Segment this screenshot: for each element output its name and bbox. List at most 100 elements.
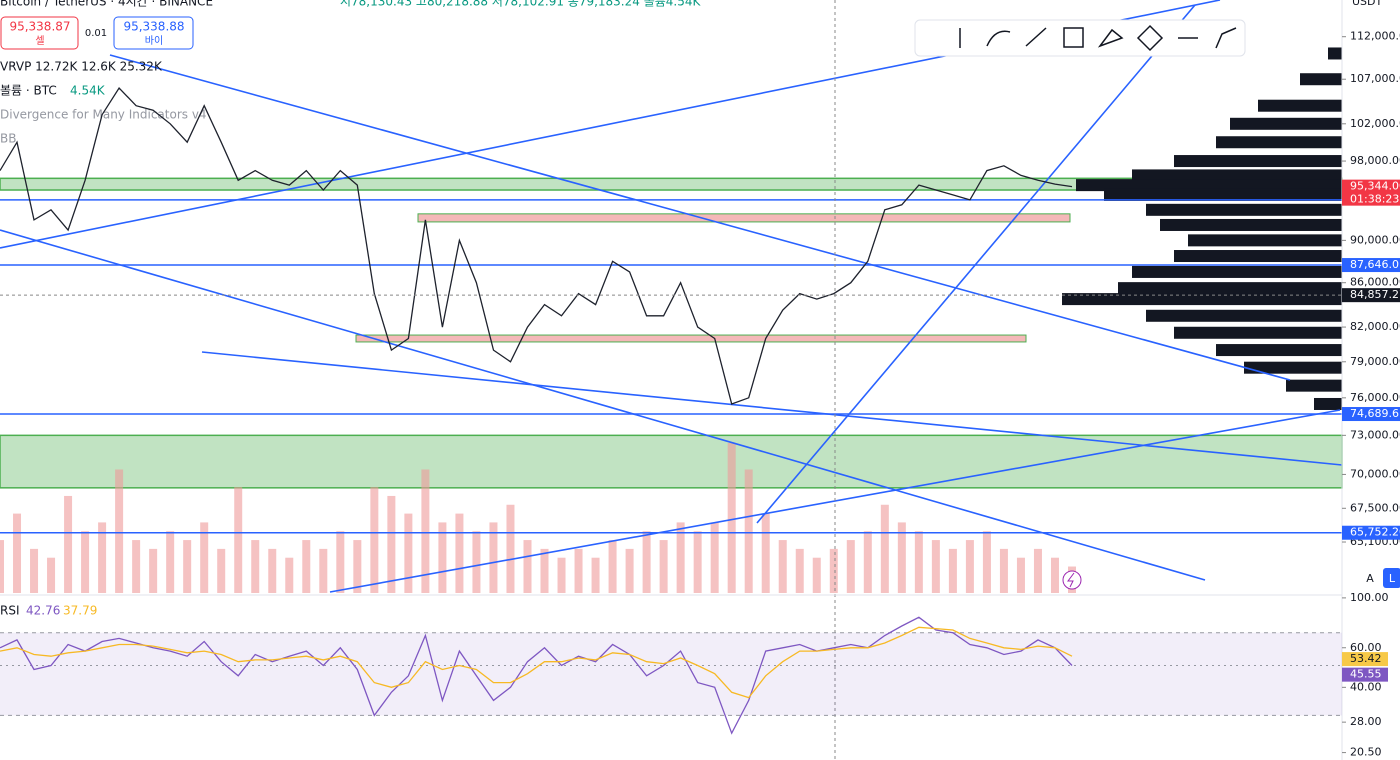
y-tick-label: 90,000.00: [1350, 233, 1400, 246]
volume-bar: [591, 557, 600, 593]
price-badge: [1342, 179, 1400, 206]
toolbar: [914, 19, 1246, 57]
trendline: [109, 54, 1291, 381]
profile-bar: [1286, 379, 1342, 392]
price-badge-label: 84,857.27: [1350, 288, 1400, 301]
price-badge-label: 65,752.20: [1350, 526, 1400, 539]
volume-bar: [1016, 557, 1025, 593]
tool-brush[interactable]: [1097, 28, 1124, 48]
currency: USDT: [1352, 0, 1383, 8]
volume-bar: [642, 531, 651, 593]
support-zone: [0, 434, 1343, 489]
volume-bar: [676, 522, 685, 593]
volume-bar: [914, 531, 923, 593]
profile-bar: [1076, 179, 1342, 192]
volume-bar: [387, 495, 396, 593]
volume-bar: [166, 531, 175, 593]
log-button[interactable]: [1383, 568, 1400, 588]
y-tick-label: 67,500.00: [1350, 501, 1400, 514]
y-tick-label: 28.00: [1350, 715, 1382, 728]
volume-bar: [183, 540, 192, 593]
volume-bar: [659, 540, 668, 593]
buy-price: 95,338.88: [123, 20, 184, 34]
volume-bar: [13, 513, 22, 593]
volume-bar: [846, 540, 855, 593]
volume-bar: [829, 548, 838, 593]
spread: 0.01: [85, 28, 107, 39]
volume-bar: [999, 548, 1008, 593]
tool-curve[interactable]: [986, 30, 1011, 47]
volume-bar: [132, 540, 141, 593]
profile-bar: [1146, 203, 1342, 216]
volume-bar: [506, 504, 515, 593]
sell-label: 셀: [35, 35, 44, 47]
volume-bar: [370, 487, 379, 593]
y-tick-label: 76,000.00: [1350, 391, 1400, 404]
volume-bar: [557, 557, 566, 593]
ohlc: 시78,130.43 고80,218.88 저78,102.91 종79,183…: [340, 0, 702, 9]
rsi-band: [0, 632, 1342, 716]
volume-bar: [1050, 557, 1059, 593]
volume-bar: [438, 522, 447, 593]
volume-bar: [47, 557, 56, 593]
sell-button[interactable]: [0, 16, 79, 50]
volume-bar: [897, 522, 906, 593]
profile-bar: [1300, 73, 1342, 86]
auto-button[interactable]: [1361, 568, 1379, 588]
trendline: [201, 351, 1343, 466]
symbol: Bitcoin / TetherUS · 4시간 · BINANCE: [0, 0, 213, 9]
volume-bar: [217, 548, 226, 593]
volume-bar: [0, 540, 4, 593]
volume-bar: [319, 548, 328, 593]
price-badge: [1342, 288, 1400, 303]
profile-bar: [1216, 344, 1342, 357]
volume-bar: [200, 522, 209, 593]
countdown: 01:38:23: [1350, 193, 1399, 206]
profile-bar: [1314, 397, 1342, 410]
tool-line[interactable]: [1025, 27, 1047, 47]
rsi-badge-label: 45.55: [1350, 668, 1382, 681]
buy-button[interactable]: [113, 16, 194, 50]
profile-bar: [1132, 265, 1342, 278]
tool-rect[interactable]: [1063, 27, 1084, 48]
rsi-value: 42.76: [26, 604, 60, 618]
profile-bar: [1118, 282, 1342, 295]
resistance-zone: [417, 213, 1071, 223]
volume-bar: [336, 531, 345, 593]
volume-bar: [574, 548, 583, 593]
buy-label: 바이: [145, 35, 163, 47]
volume-bar: [268, 548, 277, 593]
rsi-badge-label: 53.42: [1350, 652, 1382, 665]
rsi-line: [0, 626, 1073, 699]
rsi-badge: [1342, 652, 1388, 667]
volume-bar: [744, 469, 753, 593]
volume-bar: [812, 557, 821, 593]
profile-bar: [1104, 188, 1342, 201]
tool-pattern[interactable]: [1136, 24, 1164, 52]
tool-path[interactable]: [1215, 27, 1237, 49]
bb-legend: BB: [0, 132, 16, 146]
sell-price: 95,338.87: [9, 20, 70, 34]
profile-bar: [1146, 309, 1342, 322]
profile-bar: [1174, 155, 1342, 168]
profile-bar: [1174, 326, 1342, 339]
drawings: [0, 0, 1343, 593]
price-badge: [1342, 258, 1400, 273]
alert-icon[interactable]: [1062, 570, 1082, 590]
y-tick-label: 60.00: [1350, 641, 1382, 654]
trendline: [756, 4, 1196, 524]
toolbar-bg: [914, 19, 1246, 57]
y-tick-label: 70,000.00: [1350, 467, 1400, 480]
volume-bar: [115, 469, 124, 593]
profile-bar: [1216, 136, 1342, 149]
profile-bar: [1132, 169, 1342, 182]
volume-bar: [761, 513, 770, 593]
price-badge-label: 74,689.61: [1350, 407, 1400, 420]
volume-bar: [693, 531, 702, 593]
volume-bar: [625, 548, 634, 593]
rsi-badge: [1342, 667, 1388, 682]
profile-bar: [1230, 117, 1342, 130]
log-label: L: [1389, 572, 1396, 585]
volume-bar: [251, 540, 260, 593]
price-badge: [1342, 525, 1400, 540]
